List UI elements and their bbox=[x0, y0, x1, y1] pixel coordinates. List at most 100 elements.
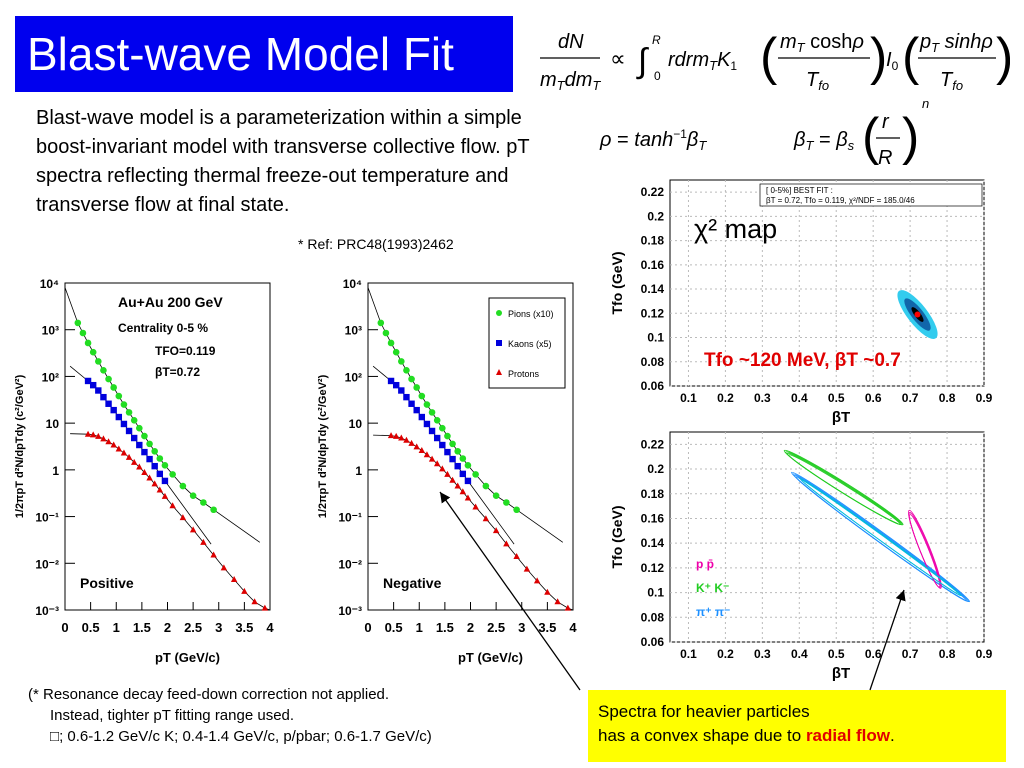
x-axis-label: βT bbox=[832, 665, 850, 682]
spectra-negative: 0 0.5 1 1.5 2 2.5 3 3.5 4 10⁴ 10³ 10² 10 1 10⁻¹ 10⁻² 10⁻… bbox=[317, 277, 577, 665]
y-tick-label: 0.2 bbox=[647, 209, 664, 223]
proton-point bbox=[200, 538, 207, 545]
proton-contour bbox=[909, 514, 941, 588]
pion-point bbox=[79, 329, 87, 337]
pion-point bbox=[449, 440, 456, 448]
x-tick-label: 0.8 bbox=[939, 391, 956, 405]
x-tick-label: 3 bbox=[215, 620, 222, 635]
footnote-line-3: □; 0.6-1.2 GeV/c K; 0.4-1.4 GeV/c, p/pba… bbox=[28, 726, 432, 747]
proton-point bbox=[261, 604, 269, 611]
proton-point bbox=[423, 451, 431, 458]
proton-point bbox=[408, 439, 415, 446]
system-label: Au+Au 200 GeV bbox=[118, 294, 223, 310]
kaon-point bbox=[464, 477, 472, 485]
callout-end: . bbox=[890, 726, 895, 745]
pion-point bbox=[392, 348, 400, 356]
kaon-point bbox=[423, 420, 431, 428]
kaon-point bbox=[449, 455, 456, 463]
callout-box: Spectra for heavier particles has a conv… bbox=[588, 690, 1006, 762]
x-tick-label: 0.7 bbox=[902, 647, 919, 661]
proton-point bbox=[403, 436, 410, 443]
legend: Pions (x10) Kaons (x5) Protons bbox=[488, 297, 566, 389]
kaon-point bbox=[408, 400, 415, 407]
y-tick-label: 0.16 bbox=[641, 258, 665, 272]
y-tick-label: 1 bbox=[52, 464, 59, 478]
svg-text:ρ = tanh−1βT: ρ = tanh−1βT bbox=[599, 127, 707, 153]
intro-paragraph: Blast-wave model is a parameterization w… bbox=[36, 107, 530, 216]
x-tick-label: 0.9 bbox=[976, 391, 993, 405]
proton-point bbox=[105, 438, 112, 445]
svg-text:): ) bbox=[870, 28, 887, 86]
callout-line-2: has a convex shape due to radial flow. bbox=[598, 724, 1006, 748]
kaon-point bbox=[110, 406, 117, 414]
proton-point bbox=[125, 453, 133, 460]
spectra-charts: 0 0.5 1 1.5 2 2.5 3 3.5 410⁴10³10²10110⁻¹10⁻²10⁻… bbox=[14, 277, 577, 665]
proton-point bbox=[230, 575, 238, 582]
pion-point bbox=[95, 358, 102, 365]
proton-point bbox=[387, 432, 395, 439]
pion-point bbox=[423, 401, 431, 408]
kaon-point bbox=[439, 441, 446, 449]
x-axis-label: pT (GeV/c) bbox=[155, 650, 220, 665]
kaon-point bbox=[84, 377, 92, 385]
pion-point bbox=[433, 417, 441, 424]
pion-point bbox=[454, 447, 461, 455]
svg-text:∝: ∝ bbox=[610, 46, 626, 71]
y-tick-label: 0.06 bbox=[641, 635, 665, 649]
positive-label: Positive bbox=[80, 575, 134, 591]
pion-point bbox=[141, 432, 148, 440]
slide-title: Blast-wave Model Fit bbox=[15, 16, 513, 92]
pion-point bbox=[161, 462, 169, 469]
legend-label: Protons bbox=[508, 369, 540, 379]
proton-point bbox=[220, 564, 228, 571]
pion-point bbox=[89, 348, 97, 356]
pion-point bbox=[408, 375, 415, 383]
x-axis-label: pT (GeV/c) bbox=[458, 650, 523, 665]
y-tick-label: 0.22 bbox=[641, 185, 665, 199]
pion-point bbox=[200, 499, 207, 506]
y-tick-label: 0.08 bbox=[641, 610, 665, 624]
x-tick-label: 4 bbox=[266, 620, 274, 635]
kaon-point bbox=[130, 434, 138, 442]
proton-point bbox=[100, 435, 107, 442]
x-tick-label: 0.5 bbox=[82, 620, 100, 635]
plot-frame bbox=[64, 282, 271, 611]
contours: 0.1 0.2 0.3 0.4 0.5 0.6 0.7 0.8 0.9 0.06 0.08 0.1 0.… bbox=[609, 431, 993, 682]
pion-point bbox=[136, 424, 143, 432]
x-tick-label: 0.1 bbox=[680, 647, 697, 661]
x-tick-label: 0.3 bbox=[754, 647, 771, 661]
y-tick-label: 0.06 bbox=[641, 379, 665, 393]
y-tick-label: 10⁴ bbox=[343, 277, 362, 291]
proton-point bbox=[444, 470, 451, 477]
pion-point bbox=[377, 319, 385, 327]
y-tick-label: 0.1 bbox=[647, 331, 664, 345]
contour-legend-label: K⁺ K⁻ bbox=[696, 581, 729, 595]
footnote-line-1: (* Resonance decay feed-down correction … bbox=[28, 686, 390, 703]
pion-point bbox=[503, 499, 510, 506]
kaon-point bbox=[89, 381, 97, 389]
x-tick-label: 0.1 bbox=[680, 391, 697, 405]
proton-point bbox=[115, 445, 123, 452]
proton-point bbox=[433, 460, 441, 467]
pion-point bbox=[513, 506, 520, 514]
kaon-point bbox=[120, 420, 128, 428]
y-tick-label: 10⁻³ bbox=[338, 604, 362, 618]
proton-point bbox=[454, 482, 461, 489]
y-tick-label: 0.14 bbox=[641, 536, 665, 550]
y-tick-label: 0.18 bbox=[641, 234, 665, 248]
proton-point bbox=[110, 441, 117, 448]
x-tick-label: 0.4 bbox=[791, 647, 808, 661]
y-tick-label: 10⁴ bbox=[40, 277, 59, 291]
legend-proton-marker bbox=[496, 369, 502, 375]
svg-text:(: ( bbox=[862, 108, 880, 166]
pion-contour-inner bbox=[800, 479, 961, 597]
legend-label: Pions (x10) bbox=[508, 309, 554, 319]
proton-point bbox=[169, 502, 176, 509]
kaon-point bbox=[444, 448, 451, 456]
proton-point bbox=[210, 551, 217, 558]
fit-box-line-1: [ 0-5%] BEST FIT : bbox=[766, 186, 833, 195]
kaon-point bbox=[105, 400, 112, 407]
proton-point bbox=[136, 463, 143, 470]
y-tick-label: 10⁻² bbox=[338, 557, 362, 571]
proton-point bbox=[413, 443, 420, 450]
